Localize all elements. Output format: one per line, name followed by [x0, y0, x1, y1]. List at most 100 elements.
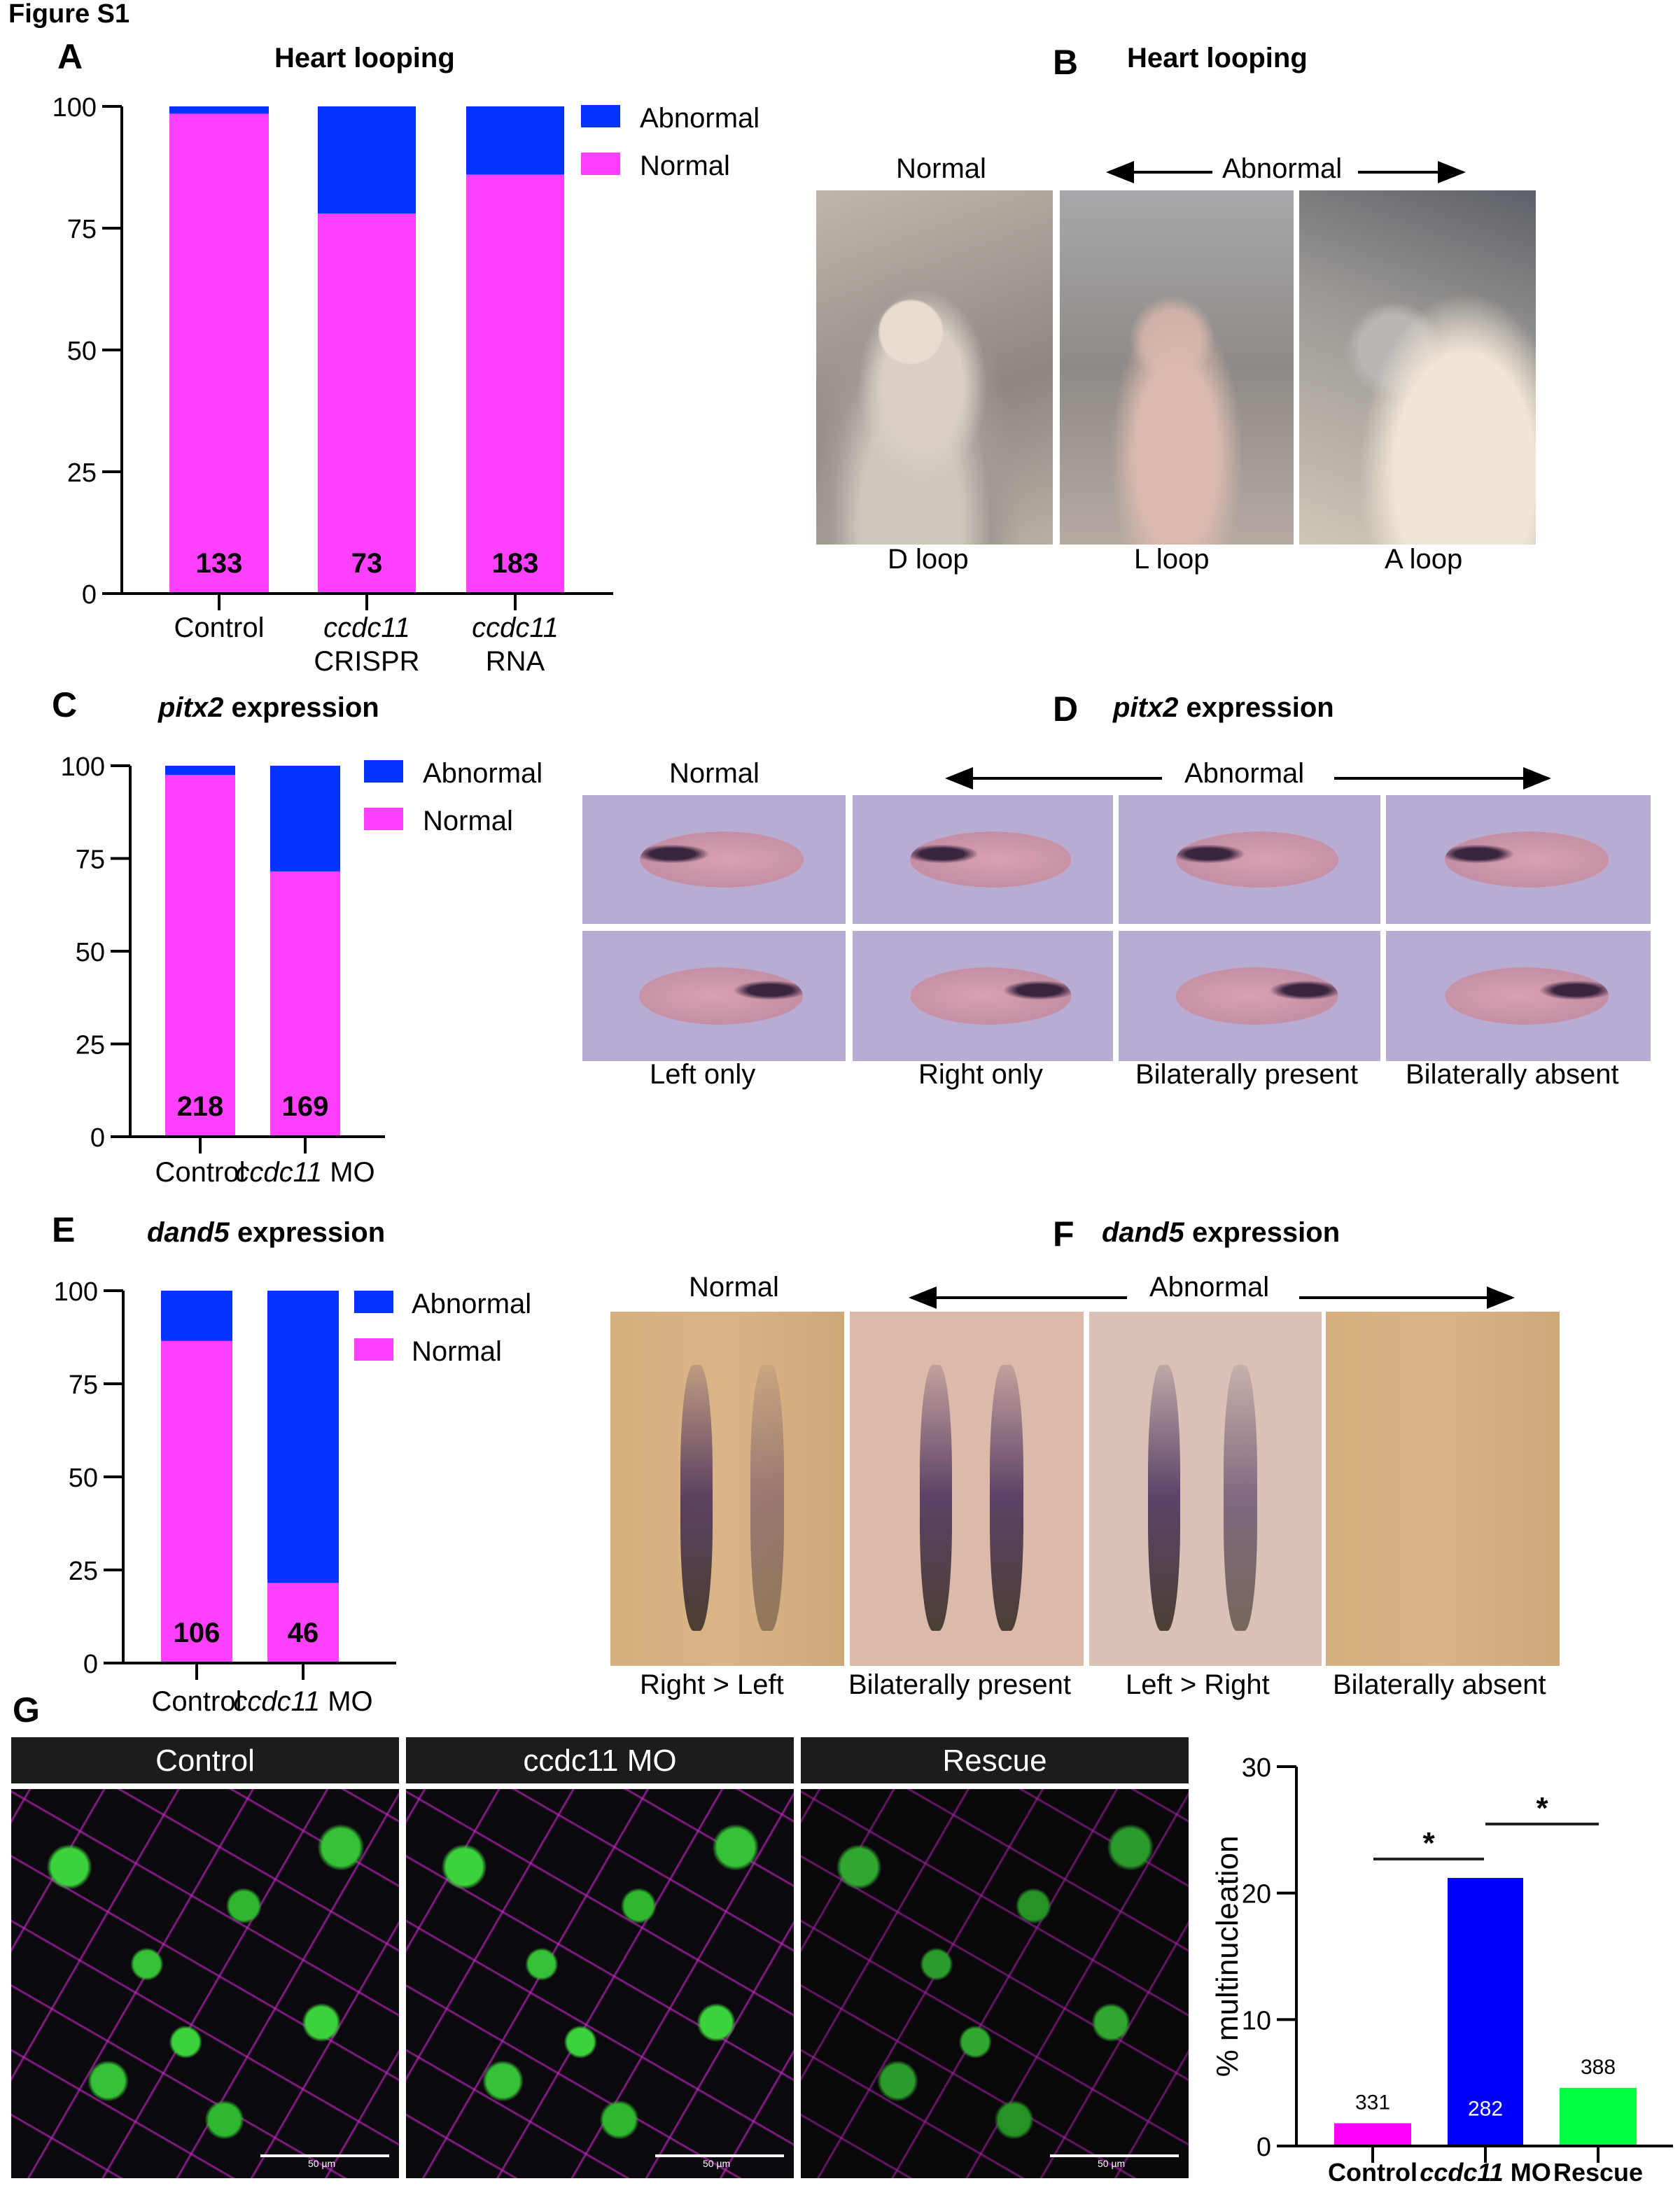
y-tick-label: 100	[61, 752, 105, 782]
bar	[1560, 2087, 1637, 2146]
category-label: Control	[174, 612, 265, 643]
y-axis-label: % multinucleation	[1210, 1836, 1245, 2077]
significance-star: *	[1422, 1826, 1435, 1860]
y-tick-label: 0	[83, 1650, 98, 1679]
caption-right-gt-left: Right > Left	[640, 1670, 784, 1701]
category-label: Control	[152, 1686, 242, 1717]
legend-swatch	[364, 760, 403, 783]
header-rescue: Rescue	[801, 1737, 1189, 1783]
caption-bilaterally-absent: Bilaterally absent	[1333, 1670, 1546, 1701]
panel-b-title: Heart looping	[1127, 43, 1308, 74]
gene-name: pitx2	[1113, 693, 1179, 724]
scale-bar-label: 50 µm	[703, 2160, 731, 2170]
embryo-image	[1119, 795, 1380, 924]
caption-a-loop: A loop	[1385, 545, 1463, 575]
n-label: 183	[492, 548, 539, 579]
legend-label: Abnormal	[640, 103, 760, 134]
caption-d-loop: D loop	[888, 545, 969, 575]
n-label: 73	[351, 548, 383, 579]
caption-left-only: Left only	[650, 1060, 756, 1091]
header-control: Control	[11, 1737, 399, 1783]
bar-normal	[165, 775, 235, 1137]
caption-left-gt-right: Left > Right	[1126, 1670, 1270, 1701]
a-loop-image	[1299, 190, 1536, 545]
bar-normal	[267, 1583, 339, 1663]
legend-swatch	[581, 153, 620, 175]
panel-label-d: D	[1053, 690, 1079, 729]
category-label: Control	[155, 1157, 246, 1188]
category-label: ccdc11 MO	[233, 1686, 372, 1717]
bar-abnormal	[270, 766, 340, 872]
bar-abnormal	[318, 106, 416, 214]
y-tick-label: 25	[76, 1031, 105, 1060]
legend-label: Normal	[412, 1336, 502, 1367]
category-label: ccdc11 MO	[1420, 2158, 1550, 2187]
embryo-image	[853, 931, 1113, 1061]
legend-label: Normal	[423, 806, 513, 836]
caption-right-only: Right only	[918, 1060, 1043, 1091]
microscopy-ccdc11-mo	[406, 1789, 794, 2178]
caption-bilaterally-present: Bilaterally present	[848, 1670, 1071, 1701]
legend-swatch	[581, 105, 620, 127]
abnormal-label: Abnormal	[1149, 1272, 1270, 1303]
legend-label: Abnormal	[412, 1289, 531, 1319]
header-ccdc11-mo: ccdc11 MO	[406, 1737, 794, 1783]
panel-f-title: dand5 expression	[1102, 1218, 1340, 1250]
microscopy-rescue	[801, 1789, 1189, 2178]
panel-label-g: G	[13, 1691, 40, 1730]
panel-d-title: pitx2 expression	[1113, 693, 1334, 725]
bar-normal	[318, 213, 416, 594]
panel-c-title: pitx2 expression	[158, 693, 379, 725]
gene-name: dand5	[1102, 1218, 1184, 1249]
figure-title: Figure S1	[8, 0, 130, 29]
y-tick-label: 0	[82, 580, 97, 610]
bar-abnormal	[466, 106, 564, 175]
bar-abnormal	[169, 106, 269, 114]
embryo-image	[1386, 931, 1651, 1061]
abnormal-label: Abnormal	[1222, 154, 1343, 185]
n-label: 106	[174, 1618, 220, 1648]
embryo-image	[853, 795, 1113, 924]
title-suffix: expression	[1191, 1218, 1340, 1249]
legend-label: Abnormal	[423, 758, 542, 789]
title-suffix: expression	[237, 1218, 386, 1249]
panel-label-e: E	[52, 1211, 76, 1250]
n-label: 388	[1581, 2056, 1616, 2079]
bar	[1448, 1877, 1523, 2146]
y-tick-label: 30	[1242, 1753, 1271, 1783]
embryo-image	[1119, 931, 1380, 1061]
category-label: ccdc11 CRISPR	[314, 612, 419, 677]
panel-label-a: A	[57, 38, 83, 77]
legend-swatch	[354, 1338, 393, 1361]
y-tick-label: 75	[76, 846, 105, 875]
abnormal-label: Abnormal	[1184, 759, 1305, 790]
microscopy-control	[11, 1789, 399, 2178]
chart-a: Abnormal Normal 133 73 183 0 25 50 75 100 Control c…	[52, 93, 760, 677]
panel-label-f: F	[1053, 1215, 1074, 1254]
category-label: Rescue	[1553, 2158, 1643, 2187]
caption-l-loop: L loop	[1134, 545, 1210, 575]
n-label: 218	[177, 1091, 224, 1122]
title-suffix: expression	[231, 693, 379, 724]
normal-label: Normal	[669, 759, 760, 790]
chart-e: Abnormal Normal 106 46 0 25 50 75 100 Controlccdc…	[54, 1277, 532, 1717]
significance-star: *	[1536, 1791, 1548, 1825]
dand5-image	[1326, 1312, 1560, 1666]
y-tick-label: 100	[54, 1277, 98, 1307]
n-label: 46	[288, 1618, 319, 1648]
bar-abnormal	[165, 766, 235, 776]
dand5-image	[850, 1312, 1084, 1666]
bar-abnormal	[161, 1291, 232, 1341]
category-label: ccdc11 MO	[235, 1157, 374, 1188]
dand5-image	[1089, 1312, 1322, 1666]
n-label: 331	[1355, 2091, 1390, 2114]
y-tick-label: 75	[67, 215, 97, 244]
y-tick-label: 25	[67, 458, 97, 488]
bar-normal	[169, 113, 269, 594]
d-loop-image	[816, 190, 1053, 545]
y-tick-label: 50	[76, 938, 105, 967]
y-tick-label: 100	[52, 93, 97, 122]
gene-name: dand5	[147, 1218, 230, 1249]
gene-name: pitx2	[158, 693, 224, 724]
